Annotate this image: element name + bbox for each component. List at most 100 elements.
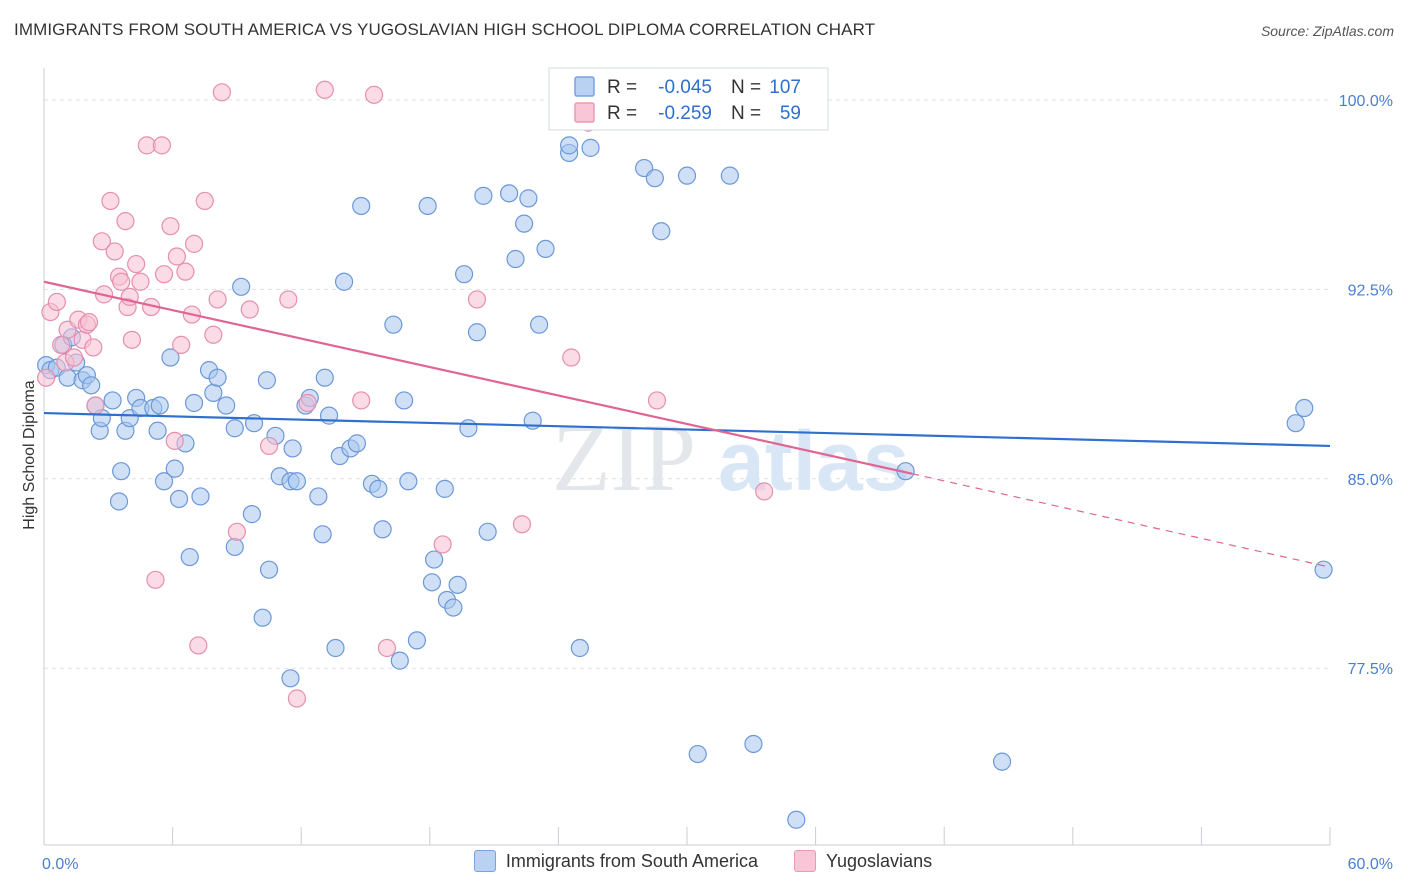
immigrants-point-14 [109, 492, 129, 511]
immigrants-point-34 [217, 396, 236, 415]
axes [43, 68, 1331, 846]
legend-item-immigrants[interactable]: Immigrants from South America [473, 850, 758, 872]
yugoslavians-point-54 [512, 515, 532, 534]
legend: Immigrants from South America Yugoslavia… [0, 850, 1406, 872]
immigrants-point-69 [418, 196, 437, 216]
immigrants-point-37 [232, 277, 251, 296]
immigrants-point-97 [677, 166, 697, 185]
stats-box: R = -0.045 N = 107 R = -0.259 N = 59 [548, 67, 829, 131]
immigrants-point-35 [225, 419, 244, 438]
yugoslavians-point-28 [152, 136, 171, 155]
immigrants-point-68 [407, 631, 427, 650]
immigrants-point-76 [454, 265, 474, 284]
immigrants-point-40 [253, 608, 272, 627]
stats-blue-r-value: -0.045 [658, 77, 712, 98]
immigrants-point-24 [161, 348, 180, 367]
immigrants-point-41 [257, 371, 277, 390]
immigrants-point-74 [444, 598, 463, 617]
yugoslavians-point-50 [364, 85, 384, 104]
immigrants-point-9 [82, 376, 101, 395]
immigrants-point-104 [992, 752, 1012, 771]
immigrants-point-79 [474, 186, 493, 205]
yugoslavians-point-12 [86, 396, 105, 415]
immigrants-point-22 [150, 396, 169, 415]
stats-box-frame [548, 67, 829, 131]
legend-swatch-pink [794, 850, 816, 872]
x-tick-label-max: 60.0% [1348, 856, 1393, 873]
stats-pink-n-value: 59 [780, 103, 801, 124]
legend-label-yugoslavians: Yugoslavians [826, 850, 933, 871]
immigrants-point-86 [530, 315, 549, 334]
immigrants-point-70 [422, 573, 442, 592]
immigrants-point-72 [435, 479, 454, 498]
yugoslavians-point-42 [227, 522, 246, 541]
immigrants-point-25 [165, 459, 184, 478]
yugoslavians-point-2 [47, 292, 66, 312]
immigrants-point-78 [467, 323, 487, 342]
yugoslavians-point-10 [79, 313, 99, 332]
yugoslavians-point-39 [204, 325, 223, 344]
yugoslavians-point-36 [184, 234, 204, 253]
immigrants-point-95 [645, 169, 664, 188]
immigrants-point-81 [500, 184, 519, 203]
yugoslavians-point-22 [122, 330, 141, 349]
immigrants-point-65 [390, 651, 409, 670]
immigrants-point-90 [570, 638, 589, 658]
yugoslavians-point-48 [315, 80, 334, 99]
y-tick-label-3: 100.0% [1339, 93, 1393, 110]
immigrants-point-80 [478, 522, 497, 541]
immigrants-point-84 [519, 189, 538, 208]
immigrants-point-36 [225, 537, 244, 557]
immigrants-point-101 [744, 734, 763, 754]
immigrants-point-42 [259, 560, 279, 579]
immigrants-point-64 [384, 315, 403, 334]
immigrants-trend-line-0 [43, 411, 1331, 448]
y-tick-labels: 77.5% 85.0% 92.5% 100.0% [1339, 93, 1393, 678]
immigrants-point-26 [169, 489, 189, 509]
yugoslavians-point-18 [112, 272, 131, 291]
stats-blue-n-label: N = [731, 77, 761, 98]
immigrants-point-60 [352, 196, 371, 216]
immigrants-point-106 [1295, 398, 1314, 418]
yugoslavians-point-23 [127, 254, 146, 274]
source-label: Source: ZipAtlas.com [1260, 23, 1394, 39]
yugoslavians-point-44 [259, 436, 279, 456]
yugoslavians-point-15 [101, 191, 120, 211]
legend-item-yugoslavians[interactable]: Yugoslavians [794, 850, 932, 872]
immigrants-point-55 [326, 638, 345, 658]
y-tick-label-2: 92.5% [1348, 282, 1393, 299]
immigrants-point-83 [515, 214, 534, 233]
yugoslavians-point-3 [52, 335, 71, 354]
yugoslavians-point-46 [287, 689, 307, 708]
immigrants-point-62 [369, 479, 388, 498]
immigrants-point-32 [204, 383, 223, 402]
immigrants-point-75 [448, 575, 467, 594]
yugoslavians-point-24 [131, 272, 150, 291]
immigrants-point-57 [334, 272, 354, 291]
yugoslavians-point-57 [647, 391, 667, 410]
immigrants-point-107 [1314, 560, 1333, 579]
yugoslavians-trend-line-1 [43, 280, 913, 475]
yugoslavians-point-30 [161, 217, 180, 236]
stats-pink-r-value: -0.259 [658, 103, 712, 124]
yugoslavians-point-32 [167, 247, 186, 266]
yugoslavians-point-29 [154, 265, 174, 284]
yugoslavians-point-55 [562, 348, 581, 367]
y-tick-label-0: 77.5% [1348, 661, 1393, 678]
yugoslavians-point-13 [92, 232, 111, 251]
watermark: ZIP atlas [552, 404, 909, 511]
immigrants-point-102 [787, 810, 806, 829]
immigrants-point-47 [283, 439, 302, 458]
immigrants-point-87 [536, 239, 555, 259]
y-axis-label: High School Diploma [21, 380, 38, 530]
yugoslavians-point-6 [64, 348, 84, 367]
yugoslavians-point-0 [37, 368, 56, 387]
yugoslavians-trend-line-2 [911, 473, 1331, 568]
immigrants-point-66 [394, 391, 414, 410]
immigrants-point-82 [506, 249, 525, 269]
stats-blue-r-label: R = [607, 77, 637, 98]
immigrants-point-45 [281, 669, 300, 688]
gridlines [44, 99, 1330, 669]
immigrants-point-23 [154, 472, 174, 491]
immigrants-point-33 [208, 368, 227, 387]
